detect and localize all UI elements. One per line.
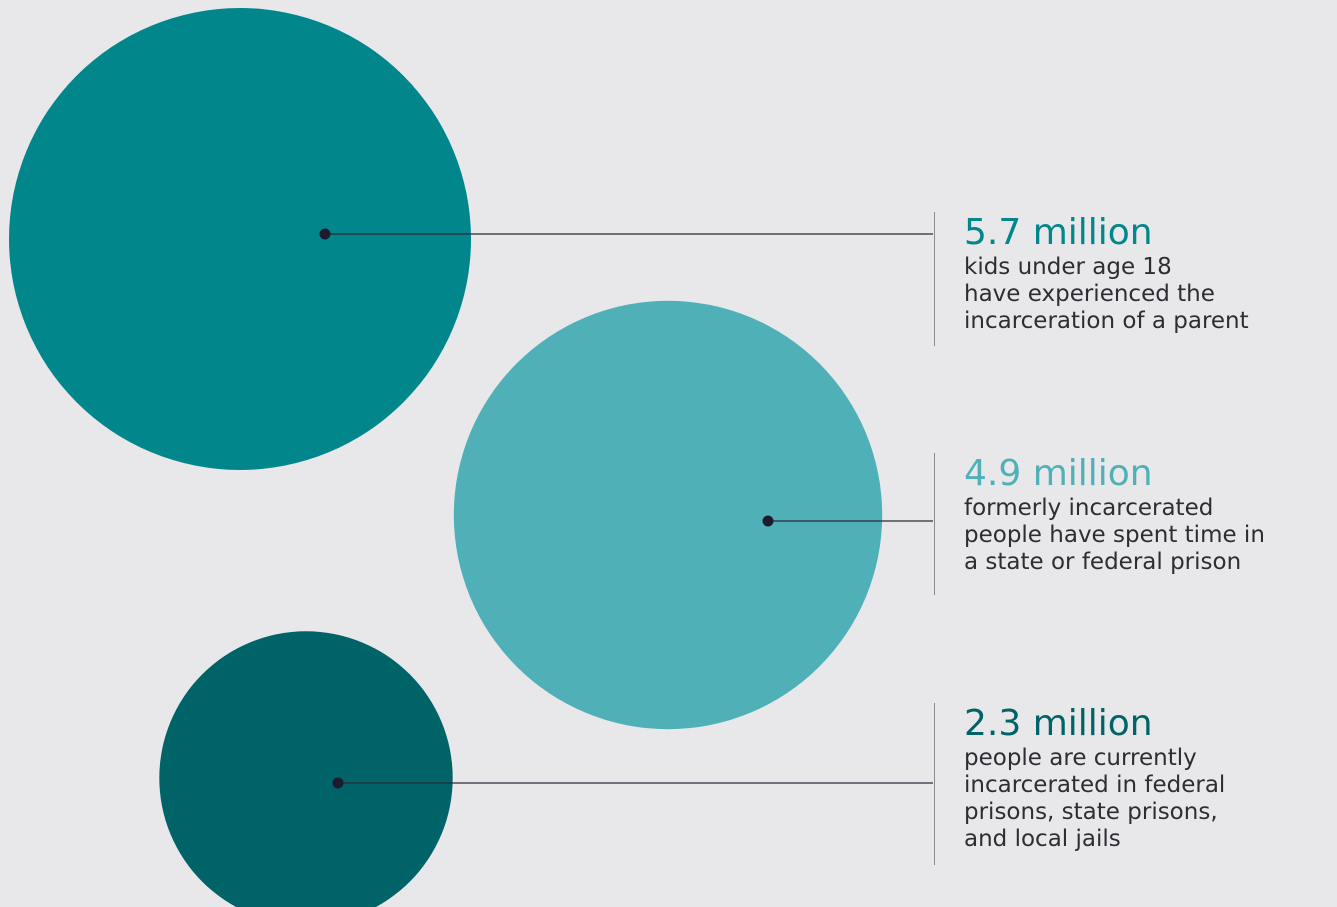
bubble-formerly-incarcerated	[453, 300, 883, 730]
stat-description-line: have experienced the	[964, 281, 1215, 307]
stat-description-line: incarceration of a parent	[964, 308, 1249, 334]
stat-value: 5.7 million	[964, 212, 1153, 253]
divider-line	[934, 703, 935, 865]
divider-line	[934, 453, 935, 595]
stat-description-line: incarcerated in federal	[964, 772, 1226, 798]
stat-block-formerly-incarcerated: 4.9 million formerly incarcerated people…	[934, 453, 1265, 595]
stat-block-kids: 5.7 million kids under age 18 have exper…	[934, 212, 1249, 346]
stat-description-line: people have spent time in	[964, 522, 1265, 548]
stat-description-line: people are currently	[964, 745, 1197, 771]
stat-description-line: and local jails	[964, 826, 1121, 852]
stat-value: 4.9 million	[964, 453, 1153, 494]
bubble-kids	[9, 8, 471, 470]
stat-block-currently-incarcerated: 2.3 million people are currently incarce…	[934, 703, 1226, 865]
marker-dot	[319, 228, 331, 240]
stat-description-line: kids under age 18	[964, 254, 1172, 280]
divider-line	[934, 212, 935, 346]
stat-description-line: a state or federal prison	[964, 549, 1242, 575]
stat-value: 2.3 million	[964, 703, 1153, 744]
marker-dot	[762, 515, 774, 527]
marker-dot	[332, 777, 344, 789]
stat-description-line: prisons, state prisons,	[964, 799, 1218, 825]
stat-description-line: formerly incarcerated	[964, 495, 1214, 521]
bubble-currently-incarcerated	[159, 631, 453, 907]
